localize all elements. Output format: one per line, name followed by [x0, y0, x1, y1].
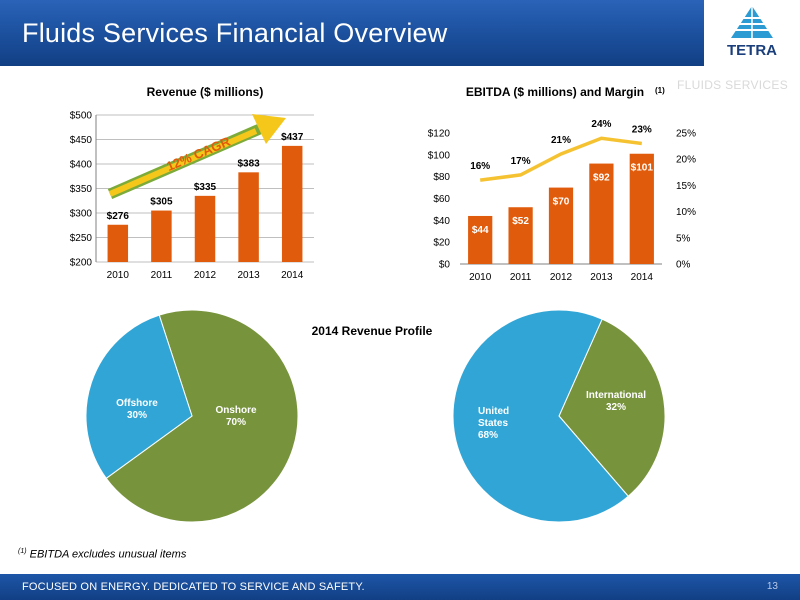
ebitda-value-label: $101 — [631, 163, 654, 174]
tetra-logo: TETRA — [704, 0, 800, 66]
ebitda-bar — [548, 187, 574, 264]
footnote-text: EBITDA excludes unusual items — [29, 548, 187, 561]
page-number: 13 — [766, 581, 778, 592]
margin-ytick-label: 15% — [676, 181, 696, 192]
ebitda-xtick-label: 2014 — [631, 272, 654, 283]
ebitda-title-superscript: (1) — [655, 86, 665, 95]
geography-pie-slice-label: States — [478, 418, 508, 429]
segment-pie-slice-label: Offshore — [116, 398, 158, 409]
ebitda-value-label: $52 — [512, 216, 529, 227]
segment-pie-slice-value: 30% — [127, 410, 147, 421]
ebitda-bar — [508, 207, 533, 264]
revenue-chart-title: Revenue ($ millions) — [147, 85, 264, 99]
cagr-arrow-highlight — [108, 128, 258, 197]
ebitda-ytick-label: $0 — [439, 260, 451, 271]
segment-pie-slice-label: Onshore — [215, 405, 257, 416]
margin-value-label: 23% — [632, 124, 652, 135]
ebitda-value-label: $70 — [553, 197, 570, 208]
margin-value-label: 24% — [591, 119, 611, 130]
ebitda-bar — [468, 215, 493, 264]
revenue-value-label: $305 — [150, 197, 173, 208]
revenue-bar — [194, 195, 216, 262]
ebitda-ytick-label: $80 — [433, 172, 450, 183]
logo-wordmark: TETRA — [727, 42, 777, 59]
revenue-xtick-label: 2011 — [151, 270, 173, 281]
revenue-ytick-label: $500 — [70, 111, 93, 122]
slide-footer: FOCUSED ON ENERGY. DEDICATED TO SERVICE … — [0, 574, 800, 600]
ebitda-ytick-label: $40 — [433, 216, 450, 227]
ebitda-ytick-label: $60 — [433, 194, 450, 205]
revenue-ytick-label: $300 — [70, 209, 93, 220]
margin-value-label: 17% — [511, 156, 531, 167]
margin-ytick-label: 10% — [676, 207, 696, 218]
segment-pie-slice-value: 70% — [226, 417, 246, 428]
division-label: FLUIDS SERVICES — [677, 78, 788, 92]
ebitda-xtick-label: 2010 — [469, 272, 492, 283]
ebitda-value-label: $92 — [593, 173, 610, 184]
revenue-profile-title: 2014 Revenue Profile — [312, 324, 433, 338]
revenue-xtick-label: 2013 — [237, 270, 260, 281]
revenue-bar — [151, 210, 172, 262]
revenue-xtick-label: 2012 — [194, 270, 217, 281]
revenue-value-label: $437 — [281, 132, 304, 143]
margin-value-label: 16% — [470, 161, 490, 172]
revenue-value-label: $383 — [237, 158, 260, 169]
tetra-logo-icon: TETRA — [727, 6, 777, 59]
revenue-value-label: $335 — [194, 182, 217, 193]
slide-header: Fluids Services Financial Overview TETRA — [0, 0, 800, 66]
footer-tagline: FOCUSED ON ENERGY. DEDICATED TO SERVICE … — [22, 581, 365, 593]
revenue-ytick-label: $350 — [70, 184, 93, 195]
footnote-marker: (1) — [18, 548, 27, 555]
margin-ytick-label: 5% — [676, 233, 691, 244]
footnote: (1) EBITDA excludes unusual items — [18, 548, 186, 561]
margin-ytick-label: 0% — [676, 260, 691, 271]
ebitda-bar — [629, 153, 654, 264]
geography-pie-slice-label: International — [586, 390, 646, 401]
ebitda-ytick-label: $120 — [428, 129, 451, 140]
margin-line — [479, 136, 643, 182]
ebitda-value-label: $44 — [472, 225, 489, 236]
margin-value-label: 21% — [551, 135, 571, 146]
revenue-xtick-label: 2014 — [281, 270, 304, 281]
revenue-bar — [238, 172, 259, 262]
revenue-ytick-label: $200 — [70, 258, 93, 269]
revenue-ytick-label: $450 — [70, 135, 93, 146]
charts-canvas: Revenue ($ millions)$200$250$300$350$400… — [70, 85, 696, 523]
ebitda-xtick-label: 2013 — [590, 272, 613, 283]
revenue-ytick-label: $400 — [70, 160, 93, 171]
geography-pie-slice — [558, 318, 666, 497]
ebitda-chart-title: EBITDA ($ millions) and Margin — [466, 85, 644, 99]
revenue-bar — [281, 145, 303, 262]
geography-pie-slice — [452, 309, 629, 523]
revenue-xtick-label: 2010 — [107, 270, 130, 281]
margin-ytick-label: 25% — [676, 129, 696, 140]
geography-pie-slice-label: United — [478, 406, 509, 417]
cagr-arrow-head — [252, 114, 286, 144]
revenue-value-label: $276 — [107, 211, 130, 222]
slide-title: Fluids Services Financial Overview — [22, 18, 448, 48]
ebitda-bar — [589, 163, 614, 264]
geography-pie-slice-value: 32% — [606, 402, 626, 413]
ebitda-ytick-label: $20 — [433, 238, 450, 249]
geography-pie-slice-value: 68% — [478, 430, 498, 441]
segment-pie-slice — [85, 314, 193, 480]
segment-pie-slice — [105, 309, 299, 523]
revenue-ytick-label: $250 — [70, 233, 93, 244]
margin-ytick-label: 20% — [676, 155, 696, 166]
revenue-bar — [107, 224, 129, 262]
ebitda-xtick-label: 2012 — [550, 272, 573, 283]
ebitda-ytick-label: $100 — [428, 150, 451, 161]
ebitda-xtick-label: 2011 — [510, 272, 532, 283]
